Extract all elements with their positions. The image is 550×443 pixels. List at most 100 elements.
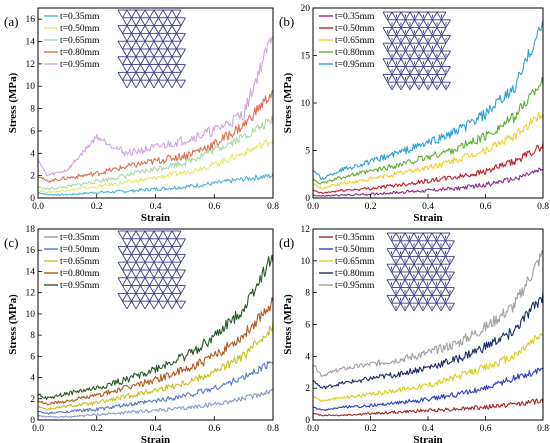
x-tick-label: 0.4 (422, 202, 434, 212)
series-line (37, 360, 274, 415)
x-tick-label: 0.2 (91, 424, 103, 434)
y-tick-label: 5 (305, 147, 310, 157)
x-tick-label: 0.6 (480, 202, 492, 212)
lattice-inset (386, 232, 455, 312)
x-axis-title: Strain (141, 212, 170, 224)
series-line (38, 323, 274, 411)
chart-panel: 0.0 0.2 0.4 0.6 0.8 0 2 4 6 8 10 12 Strain Stress (MP… (279, 225, 549, 443)
y-tick-label: 0 (30, 416, 35, 426)
series-line (37, 115, 274, 191)
x-tick-label: 0.2 (365, 202, 377, 212)
chart-panel: 0.0 0.2 0.4 0.6 0.8 0 2 4 6 8 10 12 14 16 Strain Stress… (4, 7, 279, 224)
legend-label: t=0.80mm (335, 269, 375, 279)
panel-label: (d) (279, 235, 294, 250)
y-tick-label: 18 (26, 225, 36, 235)
legend-label: t=0.95mm (335, 60, 375, 70)
y-tick-label: 12 (26, 60, 36, 70)
series-line (37, 89, 274, 183)
y-tick-label: 14 (26, 267, 36, 277)
x-axis-title: Strain (413, 212, 442, 224)
x-tick-label: 0.8 (537, 424, 549, 434)
legend-label: t=0.50mm (60, 245, 100, 255)
legend-label: t=0.65mm (60, 36, 100, 46)
y-tick-label: 2 (30, 172, 35, 182)
series-line (312, 76, 544, 185)
y-tick-label: 6 (305, 321, 310, 331)
x-tick-label: 0.0 (32, 424, 44, 434)
legend-label: t=0.80mm (60, 48, 100, 58)
series-line (37, 173, 274, 196)
y-axis-title: Stress (MPa) (7, 72, 19, 133)
y-axis-title: Stress (MPa) (282, 294, 294, 355)
panel-label: (c) (4, 235, 18, 250)
series-line (312, 111, 544, 190)
y-tick-label: 10 (301, 99, 311, 109)
series-line (312, 167, 544, 197)
legend-label: t=0.35mm (335, 233, 375, 243)
series-line (312, 291, 544, 390)
legend-label: t=0.95mm (60, 281, 100, 291)
x-axis-title: Strain (141, 434, 170, 443)
x-tick-label: 0.0 (307, 424, 319, 434)
y-axis-title: Stress (MPa) (7, 294, 19, 355)
x-tick-label: 0.6 (208, 424, 220, 434)
y-tick-label: 0 (30, 194, 35, 204)
series-line (37, 388, 274, 418)
legend-label: t=0.80mm (60, 269, 100, 279)
y-tick-label: 12 (26, 289, 36, 299)
legend-label: t=0.35mm (335, 12, 375, 22)
lattice-inset (117, 230, 186, 310)
series-line (37, 139, 274, 194)
legend-label: t=0.95mm (60, 60, 100, 70)
x-tick-label: 0.6 (480, 424, 492, 434)
legend-label: t=0.35mm (60, 233, 100, 243)
y-tick-label: 4 (305, 352, 310, 362)
legend-label: t=0.95mm (335, 281, 375, 291)
x-tick-label: 0.0 (32, 202, 44, 212)
y-tick-label: 6 (30, 352, 35, 362)
panel-label: (a) (4, 14, 18, 29)
series-line (312, 250, 544, 377)
legend-label: t=0.50mm (335, 24, 375, 34)
y-tick-label: 14 (26, 38, 36, 48)
lattice-inset (382, 11, 451, 91)
series-line (37, 296, 274, 406)
legend-label: t=0.50mm (60, 24, 100, 34)
y-tick-label: 12 (301, 225, 311, 235)
legend: t=0.35mm t=0.50mm t=0.65mm t=0.80mm t=0.95mm (319, 12, 375, 70)
series-line (37, 36, 274, 177)
y-tick-label: 8 (30, 331, 35, 341)
legend-label: t=0.35mm (60, 12, 100, 22)
series-line (312, 142, 544, 194)
y-tick-label: 2 (30, 395, 35, 405)
legend-label: t=0.50mm (335, 245, 375, 255)
x-tick-label: 0.4 (150, 202, 162, 212)
y-tick-label: 16 (26, 246, 36, 256)
chart-panel: 0.0 0.2 0.4 0.6 0.8 0 5 10 15 20 Strain Stress (MPa… (279, 4, 549, 224)
y-tick-label: 10 (301, 257, 311, 267)
series-line (37, 254, 274, 401)
legend: t=0.35mm t=0.50mm t=0.65mm t=0.80mm t=0.95mm (44, 233, 100, 291)
series-line (312, 332, 544, 402)
y-tick-label: 15 (301, 52, 311, 62)
x-tick-label: 0.2 (91, 202, 103, 212)
y-tick-label: 20 (301, 4, 311, 14)
y-tick-label: 10 (26, 82, 36, 92)
x-tick-label: 0.6 (208, 202, 220, 212)
y-tick-label: 4 (30, 149, 35, 159)
x-tick-label: 0.8 (267, 202, 279, 212)
series-line (312, 367, 544, 412)
x-axis-title: Strain (413, 434, 442, 443)
x-tick-label: 0.4 (150, 424, 162, 434)
series-line (312, 20, 544, 181)
legend-label: t=0.65mm (335, 257, 375, 267)
legend: t=0.35mm t=0.50mm t=0.65mm t=0.80mm t=0.95mm (44, 12, 100, 70)
y-tick-label: 2 (305, 384, 310, 394)
y-tick-label: 16 (26, 15, 36, 25)
y-tick-label: 8 (30, 105, 35, 115)
lattice-inset (117, 9, 186, 89)
y-tick-label: 4 (30, 374, 35, 384)
legend: t=0.35mm t=0.50mm t=0.65mm t=0.80mm t=0.95mm (319, 233, 375, 291)
y-axis-title: Stress (MPa) (282, 72, 294, 133)
